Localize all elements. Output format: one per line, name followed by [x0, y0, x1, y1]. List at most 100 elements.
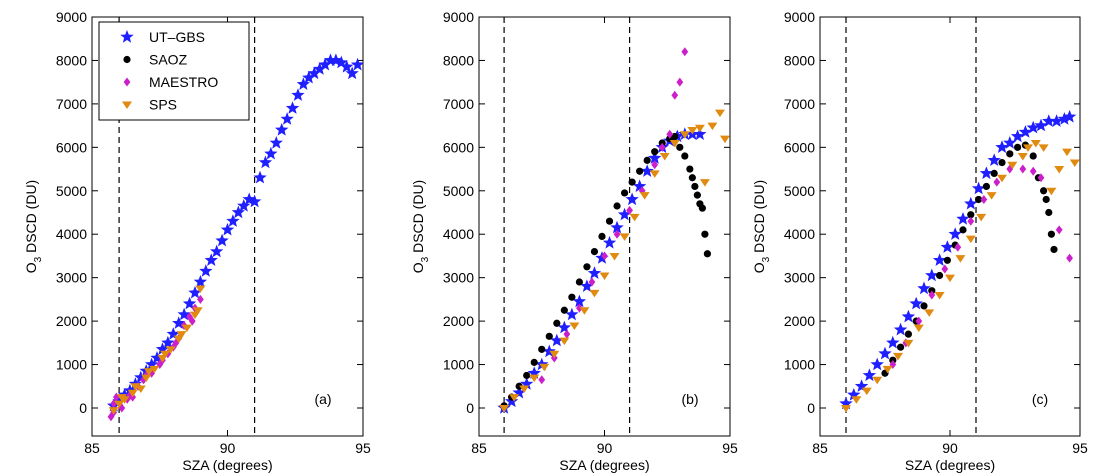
legend-marker: [120, 30, 134, 43]
legend-marker: [122, 101, 132, 109]
data-point: [1029, 152, 1037, 160]
y-tick-label: 8000: [56, 52, 87, 68]
data-point: [967, 211, 975, 219]
data-point: [886, 335, 900, 349]
data-point: [924, 309, 935, 317]
data-point: [990, 169, 998, 177]
data-point: [529, 374, 540, 383]
data-point: [847, 388, 861, 401]
data-point: [177, 307, 191, 321]
data-point: [699, 179, 710, 187]
data-point: [955, 255, 966, 263]
data-point: [575, 278, 584, 286]
data-point: [530, 358, 538, 366]
data-layer: [497, 47, 730, 414]
x-tick-label: 95: [1072, 440, 1088, 456]
data-point: [1014, 143, 1022, 151]
data-point: [640, 164, 654, 177]
data-point: [893, 352, 903, 361]
data-point: [181, 324, 192, 333]
data-point: [1046, 187, 1057, 196]
data-point: [345, 66, 359, 80]
y-tick-label: 1000: [56, 357, 87, 373]
data-point: [987, 153, 1001, 166]
legend-label: SAOZ: [149, 52, 188, 68]
data-point: [192, 307, 203, 315]
data-point: [542, 344, 556, 358]
data-point: [1054, 166, 1065, 174]
data-point: [161, 335, 175, 349]
data-point: [636, 167, 644, 175]
y-tick-label: 5000: [56, 183, 87, 199]
data-point: [334, 55, 348, 69]
data-point: [1069, 159, 1080, 168]
data-point: [1066, 253, 1073, 263]
y-tick-label: 3000: [56, 270, 87, 286]
data-point: [980, 194, 988, 204]
legend-marker: [123, 77, 131, 87]
data-point: [539, 363, 550, 372]
data-point: [932, 253, 947, 266]
data-point: [904, 330, 913, 338]
legend: UT–GBS SAOZ MAESTRO SPS: [98, 21, 250, 121]
data-point: [934, 292, 945, 300]
data-point: [651, 160, 659, 170]
data-point: [1030, 139, 1041, 148]
legend-label: MAESTRO: [149, 74, 218, 90]
legend-label: UT–GBS: [149, 29, 205, 45]
data-point: [1062, 148, 1072, 157]
data-point: [160, 350, 171, 359]
data-point: [687, 126, 698, 135]
data-point: [188, 285, 202, 299]
data-point: [625, 192, 639, 206]
data-point: [872, 376, 883, 385]
data-point: [601, 251, 608, 261]
data-point: [285, 101, 300, 114]
data-point: [590, 248, 599, 256]
data-point: [851, 396, 862, 404]
data-point: [993, 177, 1001, 187]
x-axis-label: SZA (degrees): [559, 457, 649, 473]
series-utgbs: [497, 127, 707, 414]
data-point: [613, 202, 621, 210]
plot-frame: [819, 16, 1081, 437]
data-point: [116, 394, 127, 402]
data-point: [686, 165, 694, 173]
data-point: [505, 394, 519, 408]
data-point: [247, 194, 262, 208]
y-tick-label: 2000: [56, 313, 87, 329]
data-point: [1006, 150, 1014, 158]
series-utgbs: [839, 109, 1077, 410]
data-point: [559, 337, 570, 346]
data-point: [693, 191, 701, 199]
data-point: [917, 281, 931, 295]
data-point: [568, 293, 576, 301]
y-tick-label: 3000: [443, 270, 474, 286]
data-point: [943, 256, 952, 264]
data-point: [1029, 166, 1037, 176]
data-point: [512, 385, 526, 399]
data-point: [538, 375, 546, 385]
data-point: [143, 368, 154, 376]
data-point: [948, 227, 962, 240]
data-point: [1017, 153, 1028, 161]
data-point: [1055, 225, 1063, 235]
data-point: [258, 155, 273, 169]
data-point: [545, 332, 553, 340]
y-tick-label: 3000: [784, 270, 815, 286]
data-point: [135, 385, 146, 393]
data-point: [580, 279, 594, 292]
data-point: [587, 266, 602, 279]
panel-c: 85 90 95 0 1000 2000 3000 4000 5000 6000 7000 8000 9…: [751, 9, 1088, 473]
data-point: [220, 222, 235, 236]
y-tick-label: 5000: [784, 183, 815, 199]
data-point: [714, 109, 725, 118]
data-point: [134, 370, 148, 384]
y-axis-label: O3 DSCD (DU): [751, 180, 772, 273]
data-point: [882, 365, 893, 374]
y-tick-label: 9000: [56, 9, 87, 25]
data-point: [648, 151, 662, 164]
data-point: [909, 296, 923, 310]
data-point: [688, 174, 696, 182]
y-tick-label: 2000: [443, 313, 474, 329]
